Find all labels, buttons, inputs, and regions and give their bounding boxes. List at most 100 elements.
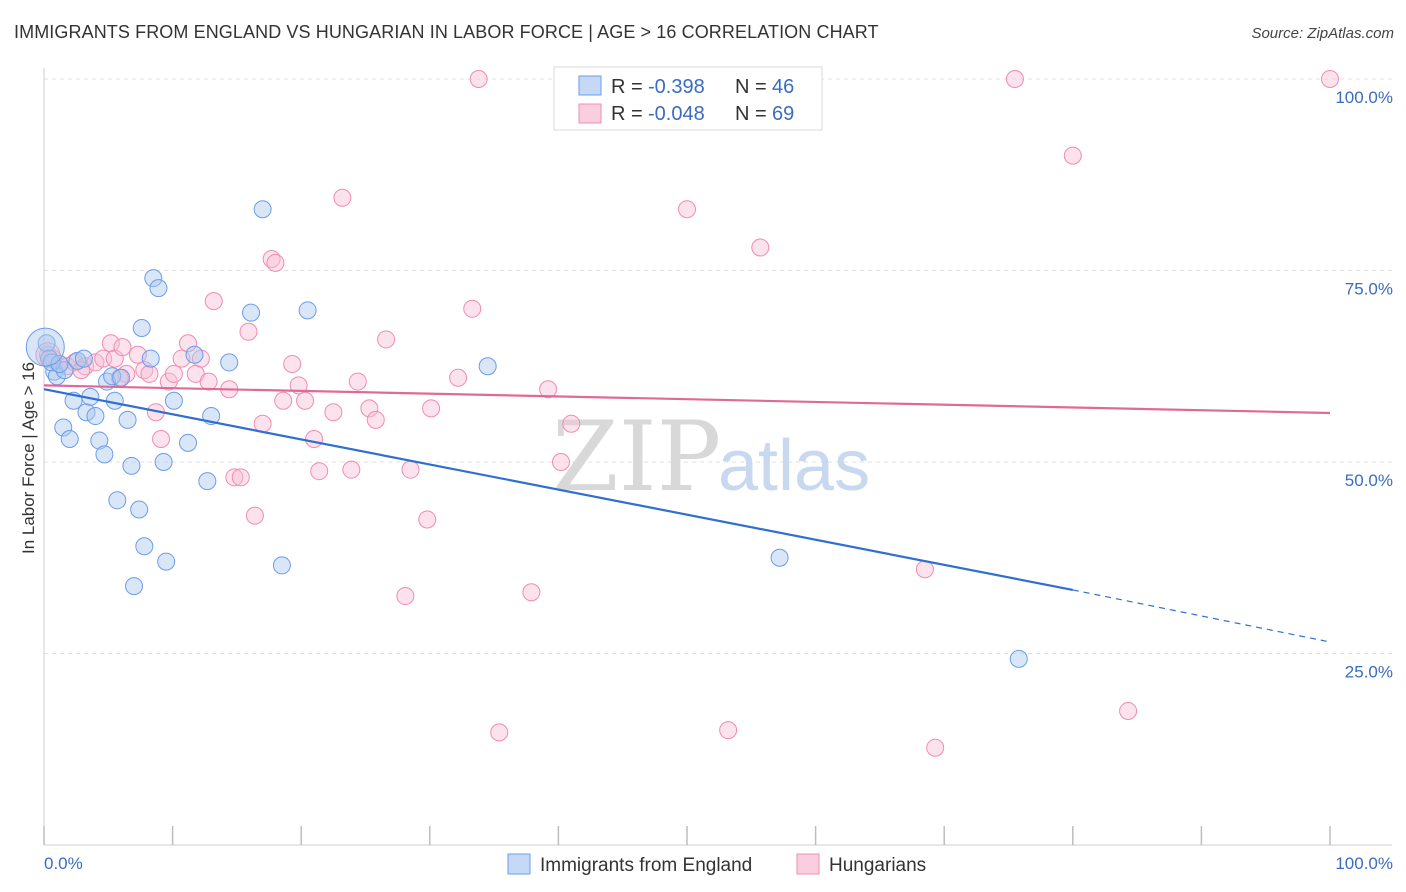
data-point-england xyxy=(86,407,105,426)
data-point-hungarians xyxy=(719,721,738,740)
data-point-hungarians xyxy=(551,453,570,471)
data-point-england xyxy=(220,353,239,372)
data-point-england xyxy=(132,318,151,337)
data-point-england xyxy=(253,200,272,219)
data-point-hungarians xyxy=(342,460,361,479)
data-point-hungarians xyxy=(1005,70,1024,88)
data-point-england xyxy=(37,334,56,353)
data-point-england xyxy=(141,349,160,368)
data-point-hungarians xyxy=(204,292,223,311)
y-tick-label: 100.0% xyxy=(1335,88,1393,107)
bottom-legend-swatch-england xyxy=(507,853,531,875)
y-tick-label: 75.0% xyxy=(1345,280,1393,299)
axes xyxy=(43,68,1392,846)
data-point-england xyxy=(130,500,149,519)
legend-r-value-england: -0.398 xyxy=(648,76,705,98)
data-point-england xyxy=(157,552,176,571)
data-point-england xyxy=(60,430,79,449)
correlation-legend: R = -0.398 N = 46 R = -0.048 N = 69 xyxy=(553,66,823,131)
data-point-hungarians xyxy=(522,583,541,602)
chart-title: IMMIGRANTS FROM ENGLAND VS HUNGARIAN IN … xyxy=(14,22,879,42)
data-point-hungarians xyxy=(179,334,198,353)
data-point-hungarians xyxy=(266,253,285,272)
series-england xyxy=(25,200,1028,668)
data-point-england xyxy=(108,491,127,510)
y-tick-labels: 100.0% 75.0% 50.0% 25.0% xyxy=(1335,88,1393,682)
data-point-hungarians xyxy=(101,334,120,353)
legend-n-label-england: N = xyxy=(735,76,767,98)
data-point-hungarians xyxy=(678,200,696,219)
series-legend: Immigrants from England Hungarians xyxy=(507,853,926,876)
gridlines xyxy=(44,78,1392,654)
data-point-england xyxy=(118,410,137,429)
legend-swatch-england xyxy=(578,75,602,96)
data-point-england xyxy=(144,269,163,288)
data-point-england-cluster xyxy=(25,327,65,367)
data-point-hungarians xyxy=(1321,70,1339,88)
data-point-hungarians xyxy=(463,299,482,318)
data-point-england xyxy=(90,431,109,450)
data-point-hungarians xyxy=(751,238,770,257)
data-point-england xyxy=(42,353,61,372)
data-point-hungarians xyxy=(231,468,250,487)
data-point-england xyxy=(77,403,96,422)
data-point-england xyxy=(185,345,204,364)
data-point-hungarians xyxy=(199,372,218,391)
data-point-hungarians xyxy=(418,510,437,529)
data-point-england xyxy=(105,391,124,410)
trendline-england-extension xyxy=(1072,589,1331,643)
data-point-hungarians xyxy=(490,723,509,742)
legend-r-label-england: R = xyxy=(611,76,643,98)
data-point-hungarians xyxy=(926,738,945,757)
x-tick-label-min: 0.0% xyxy=(44,854,83,873)
bottom-legend-swatch-hungarians xyxy=(796,853,820,875)
data-point-hungarians xyxy=(333,188,352,207)
data-point-hungarians xyxy=(310,462,329,481)
data-point-hungarians xyxy=(289,376,308,395)
data-point-hungarians xyxy=(396,587,415,606)
x-tick-label-max: 100.0% xyxy=(1335,854,1393,873)
data-point-england xyxy=(95,445,114,464)
data-point-hungarians xyxy=(469,70,488,88)
trendline-england xyxy=(43,388,1074,592)
data-point-hungarians xyxy=(164,364,183,383)
watermark-atlas: atlas xyxy=(718,426,870,506)
data-point-england xyxy=(135,537,154,556)
data-point-england xyxy=(154,453,173,471)
watermark: ZIP atlas xyxy=(552,401,870,513)
data-point-england xyxy=(242,303,261,322)
legend-swatch-hungarians xyxy=(578,103,602,124)
y-tick-label: 50.0% xyxy=(1345,471,1393,490)
data-point-hungarians xyxy=(562,414,581,433)
data-point-england xyxy=(1009,649,1028,668)
data-point-england xyxy=(272,556,291,575)
data-point-england xyxy=(125,577,144,596)
data-point-hungarians xyxy=(348,372,367,391)
data-point-hungarians xyxy=(401,460,420,479)
y-tick-label: 25.0% xyxy=(1345,663,1393,682)
data-point-hungarians xyxy=(539,380,558,399)
x-tick-labels: 0.0% 100.0% xyxy=(44,854,1393,873)
data-point-hungarians xyxy=(296,391,315,410)
legend-r-value-hungarians: -0.048 xyxy=(648,103,705,125)
data-point-england xyxy=(50,354,69,373)
data-point-hungarians xyxy=(1119,701,1138,720)
data-point-hungarians xyxy=(1063,146,1082,165)
data-point-england xyxy=(149,279,168,298)
data-point-england xyxy=(122,456,141,475)
trendlines xyxy=(43,384,1331,643)
bottom-legend-label-hungarians: Hungarians xyxy=(829,855,926,876)
source-credit: Source: ZipAtlas.com xyxy=(1251,25,1394,42)
data-point-hungarians xyxy=(360,399,379,418)
y-axis-title: In Labor Force | Age > 16 xyxy=(19,362,38,554)
bottom-legend-label-england: Immigrants from England xyxy=(540,855,752,876)
data-point-hungarians xyxy=(152,430,171,449)
data-point-england xyxy=(770,548,789,567)
data-point-hungarians xyxy=(305,430,324,449)
data-point-hungarians xyxy=(283,354,302,373)
data-point-england xyxy=(74,349,93,368)
legend-n-label-hungarians: N = xyxy=(735,103,767,125)
data-point-england xyxy=(478,357,497,376)
data-point-england xyxy=(179,433,198,452)
